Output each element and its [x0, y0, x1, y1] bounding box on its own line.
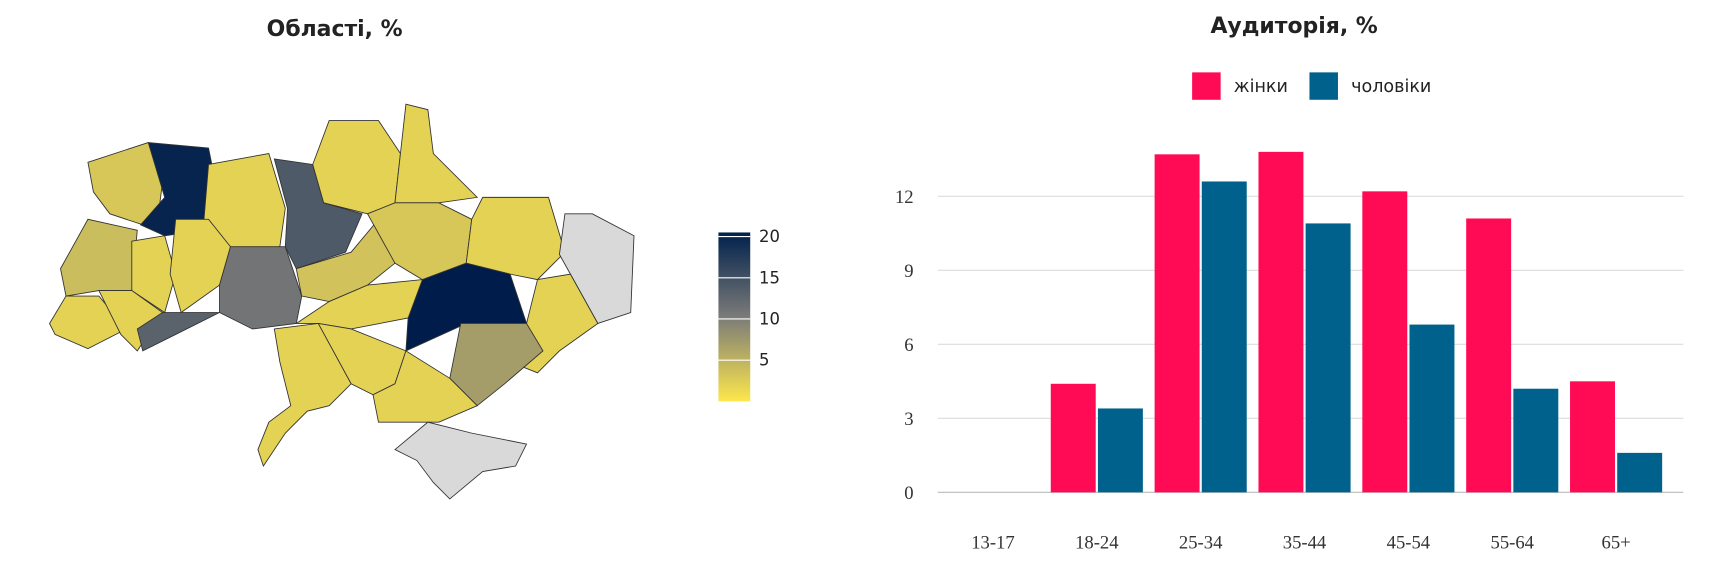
- bar: [1617, 452, 1663, 493]
- bar: [1201, 181, 1247, 493]
- x-tick-label: 13-17: [971, 532, 1014, 553]
- map-title: Області, %: [267, 17, 403, 42]
- region: [312, 120, 401, 215]
- x-tick-label: 18-24: [1075, 532, 1119, 553]
- y-tick-label: 0: [904, 483, 913, 504]
- region: [372, 350, 478, 423]
- region: [219, 246, 303, 330]
- region: [131, 235, 177, 314]
- bar: [1154, 154, 1200, 493]
- x-tick-label: 35-44: [1283, 532, 1327, 553]
- bar: [1513, 388, 1559, 493]
- y-tick-label: 3: [904, 409, 913, 430]
- region: [60, 218, 138, 297]
- legend-label: чоловіки: [1351, 77, 1431, 97]
- bar: [1362, 191, 1408, 493]
- region: [136, 312, 220, 352]
- x-tick-label: 65+: [1602, 532, 1631, 553]
- y-tick-label: 12: [895, 187, 914, 208]
- x-tick-label: 25-34: [1179, 532, 1223, 553]
- bar: [1258, 151, 1304, 493]
- colorbar-label: 15: [759, 268, 780, 287]
- legend-swatch: [1192, 72, 1221, 100]
- legend-swatch: [1309, 72, 1338, 100]
- bar: [1050, 383, 1096, 493]
- bar: [1097, 408, 1143, 493]
- colorbar-label: 10: [759, 309, 780, 328]
- colorbar-label: 20: [759, 227, 780, 246]
- region: [295, 218, 396, 303]
- colorbar: [718, 232, 751, 402]
- region: [394, 421, 528, 500]
- bar-title: Аудиторія, %: [1210, 14, 1377, 39]
- colorbar-label: 5: [759, 351, 769, 370]
- region: [394, 103, 479, 204]
- y-tick-label: 9: [904, 261, 913, 282]
- legend-label: жінки: [1234, 77, 1288, 97]
- bar: [1305, 223, 1351, 493]
- x-tick-label: 45-54: [1387, 532, 1431, 553]
- bar: [1466, 218, 1512, 493]
- bar: [1409, 324, 1455, 493]
- region: [257, 323, 352, 468]
- x-tick-label: 55-64: [1491, 532, 1535, 553]
- bar: [1570, 381, 1616, 493]
- region: [558, 213, 635, 325]
- y-tick-label: 6: [904, 335, 913, 356]
